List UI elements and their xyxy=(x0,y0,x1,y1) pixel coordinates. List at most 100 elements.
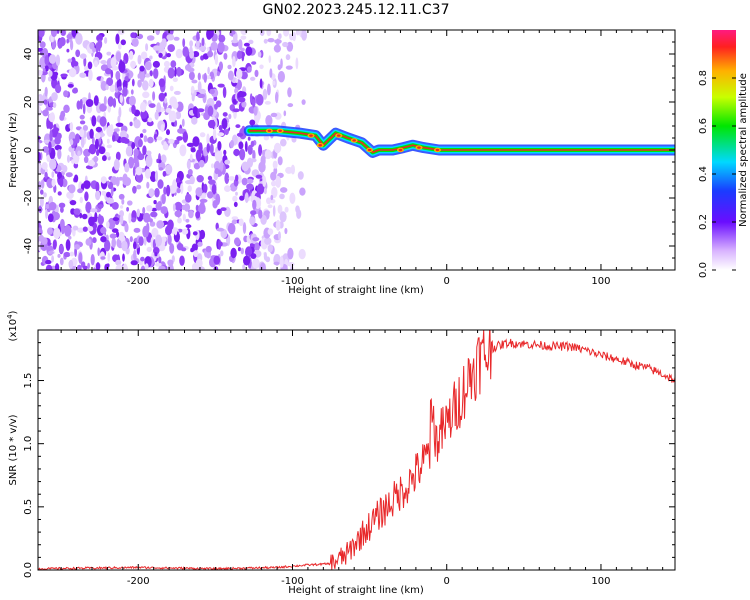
noise-blob xyxy=(255,94,264,106)
noise-blob xyxy=(154,170,159,182)
noise-blob xyxy=(135,166,143,176)
noise-blob xyxy=(115,122,124,128)
noise-blob xyxy=(58,202,66,208)
noise-blob xyxy=(273,261,280,266)
noise-blob xyxy=(215,193,221,206)
noise-blob xyxy=(139,70,145,82)
noise-blob xyxy=(285,65,293,70)
noise-blob xyxy=(196,31,200,42)
noise-blob xyxy=(121,198,125,205)
noise-blob xyxy=(267,204,273,209)
noise-blob xyxy=(279,211,287,223)
noise-blob xyxy=(301,30,307,41)
noise-blob xyxy=(222,86,227,99)
noise-blob xyxy=(261,149,266,156)
spectrogram-x-label: Height of straight line (km) xyxy=(288,285,424,296)
noise-blob xyxy=(236,50,243,60)
noise-blob xyxy=(172,203,176,212)
noise-blob xyxy=(172,77,178,82)
noise-blob xyxy=(252,237,260,242)
y-tick-label: -40 xyxy=(23,238,34,254)
noise-blob xyxy=(227,70,234,81)
noise-blob xyxy=(282,41,289,48)
noise-blob xyxy=(207,105,214,117)
noise-blob xyxy=(245,46,253,56)
noise-blob xyxy=(217,132,225,137)
noise-blob xyxy=(158,78,166,88)
noise-blob xyxy=(133,241,137,250)
noise-blob xyxy=(67,83,74,88)
noise-blob xyxy=(280,138,287,147)
noise-blob xyxy=(52,127,60,132)
noise-blob xyxy=(79,128,85,138)
noise-blob xyxy=(207,50,214,58)
noise-blob xyxy=(247,144,253,155)
noise-blob xyxy=(249,216,256,225)
snr-frame xyxy=(37,329,676,571)
noise-blob xyxy=(92,237,97,244)
noise-blob xyxy=(107,96,114,107)
noise-blob xyxy=(228,113,232,120)
noise-blob xyxy=(198,142,203,154)
noise-blob xyxy=(190,247,194,253)
noise-blob xyxy=(270,194,274,201)
noise-blob xyxy=(190,85,195,94)
noise-blob xyxy=(79,72,87,78)
ridge-hotspot-core xyxy=(336,134,341,137)
noise-blob xyxy=(213,95,218,101)
noise-blob xyxy=(44,65,49,72)
noise-blob xyxy=(85,238,92,246)
noise-blob xyxy=(239,195,245,201)
chart-title: GN02.2023.245.12.11.C37 xyxy=(263,2,450,18)
noise-blob xyxy=(132,185,137,194)
ridge-hotspot-core xyxy=(435,148,440,152)
noise-blob xyxy=(250,195,259,203)
snr-panel: -200 -100 0 100 0.0 0.5 1.0 1.5 Height of stra… xyxy=(6,310,676,596)
noise-blob xyxy=(48,201,57,211)
noise-blob xyxy=(137,73,141,79)
noise-blob xyxy=(100,60,107,65)
noise-blob xyxy=(197,93,206,99)
ridge-hotspot-core xyxy=(398,148,403,152)
noise-blob xyxy=(57,149,62,160)
noise-blob xyxy=(154,252,158,257)
noise-blob xyxy=(185,180,193,185)
noise-blob xyxy=(111,237,116,248)
noise-blob xyxy=(277,231,281,240)
noise-blob xyxy=(183,203,191,212)
noise-blob xyxy=(191,94,195,102)
noise-blob xyxy=(283,30,290,37)
noise-blob xyxy=(232,98,237,105)
noise-blob xyxy=(126,72,130,78)
noise-blob xyxy=(232,108,240,113)
noise-blob xyxy=(148,78,154,88)
noise-blob xyxy=(224,127,229,136)
noise-blob xyxy=(267,38,275,43)
noise-blob xyxy=(199,229,206,240)
noise-blob xyxy=(136,208,140,218)
noise-blob xyxy=(94,138,99,150)
noise-blob xyxy=(153,200,157,205)
colorbar-tick-label: 0.4 xyxy=(698,166,709,182)
ridge-hotspot-core xyxy=(417,146,421,149)
noise-blob xyxy=(48,112,55,123)
noise-blob xyxy=(168,138,175,144)
noise-blob xyxy=(106,51,112,56)
noise-blob xyxy=(218,61,223,71)
noise-blob xyxy=(66,48,70,53)
noise-blob xyxy=(93,60,98,68)
noise-blob xyxy=(143,236,147,246)
colorbar-tick-label: 0.2 xyxy=(698,214,709,230)
noise-blob xyxy=(263,187,267,195)
noise-blob xyxy=(93,95,99,106)
noise-blob xyxy=(153,247,160,255)
noise-blob xyxy=(169,110,177,123)
noise-blob xyxy=(38,151,41,162)
noise-blob xyxy=(65,239,71,251)
noise-blob xyxy=(79,120,86,125)
noise-blob xyxy=(263,38,268,44)
noise-blob xyxy=(45,264,53,270)
y-tick-label: -20 xyxy=(23,190,34,206)
noise-blob xyxy=(248,39,254,45)
noise-blob xyxy=(254,242,260,251)
